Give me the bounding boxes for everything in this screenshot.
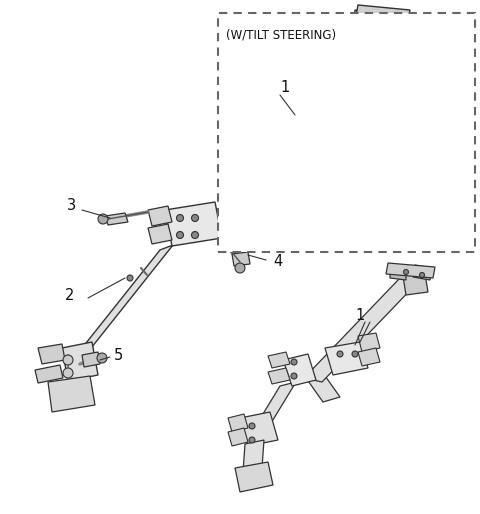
Circle shape: [322, 101, 328, 108]
Circle shape: [177, 231, 183, 238]
Polygon shape: [383, 8, 405, 25]
Circle shape: [97, 353, 107, 363]
Polygon shape: [220, 148, 258, 215]
Circle shape: [390, 22, 396, 28]
Text: 1: 1: [355, 307, 365, 322]
Text: 2: 2: [65, 288, 75, 303]
Circle shape: [249, 423, 255, 429]
Polygon shape: [268, 368, 290, 384]
Circle shape: [373, 17, 379, 23]
Circle shape: [249, 437, 255, 443]
Polygon shape: [280, 102, 335, 140]
Polygon shape: [318, 92, 345, 112]
Polygon shape: [148, 206, 172, 226]
Polygon shape: [413, 265, 432, 280]
Polygon shape: [328, 108, 352, 138]
Polygon shape: [402, 270, 428, 295]
Polygon shape: [235, 462, 273, 492]
Circle shape: [177, 214, 183, 222]
Circle shape: [337, 351, 343, 357]
Circle shape: [239, 137, 245, 143]
Polygon shape: [238, 18, 370, 128]
Circle shape: [63, 368, 73, 378]
Circle shape: [63, 355, 73, 365]
Polygon shape: [356, 5, 410, 22]
Polygon shape: [82, 352, 100, 367]
Polygon shape: [243, 440, 264, 472]
Text: 5: 5: [113, 347, 122, 362]
Polygon shape: [35, 365, 63, 383]
Circle shape: [235, 263, 245, 273]
Circle shape: [127, 275, 133, 281]
Circle shape: [324, 121, 332, 128]
Circle shape: [291, 359, 297, 365]
Polygon shape: [370, 12, 400, 42]
Text: 1: 1: [280, 81, 289, 96]
Polygon shape: [354, 10, 372, 22]
Polygon shape: [48, 376, 95, 412]
Polygon shape: [232, 252, 250, 266]
Polygon shape: [252, 382, 296, 432]
Polygon shape: [38, 344, 65, 364]
Polygon shape: [105, 213, 128, 225]
Polygon shape: [222, 138, 248, 154]
Bar: [218, 13, 475, 252]
Polygon shape: [306, 373, 340, 402]
Polygon shape: [390, 268, 406, 280]
Polygon shape: [268, 352, 290, 368]
Polygon shape: [240, 412, 278, 446]
Polygon shape: [248, 113, 310, 165]
Circle shape: [98, 214, 108, 224]
Polygon shape: [320, 115, 346, 133]
Circle shape: [235, 115, 241, 121]
Polygon shape: [148, 224, 172, 244]
Polygon shape: [228, 428, 248, 446]
Circle shape: [352, 351, 358, 357]
Polygon shape: [386, 263, 435, 278]
Polygon shape: [325, 342, 368, 375]
Circle shape: [291, 373, 297, 379]
Polygon shape: [358, 348, 380, 366]
Circle shape: [192, 214, 199, 222]
Polygon shape: [228, 414, 248, 432]
Polygon shape: [220, 108, 248, 122]
Circle shape: [192, 231, 199, 238]
Text: 4: 4: [274, 254, 283, 269]
Polygon shape: [235, 112, 268, 153]
Circle shape: [420, 272, 424, 278]
Text: (W/TILT STEERING): (W/TILT STEERING): [227, 29, 336, 42]
Text: 3: 3: [67, 197, 77, 212]
Polygon shape: [62, 342, 98, 381]
Polygon shape: [165, 202, 222, 246]
Polygon shape: [304, 278, 418, 382]
Polygon shape: [67, 245, 173, 367]
Polygon shape: [358, 333, 380, 352]
Polygon shape: [283, 354, 316, 386]
Circle shape: [404, 269, 408, 274]
